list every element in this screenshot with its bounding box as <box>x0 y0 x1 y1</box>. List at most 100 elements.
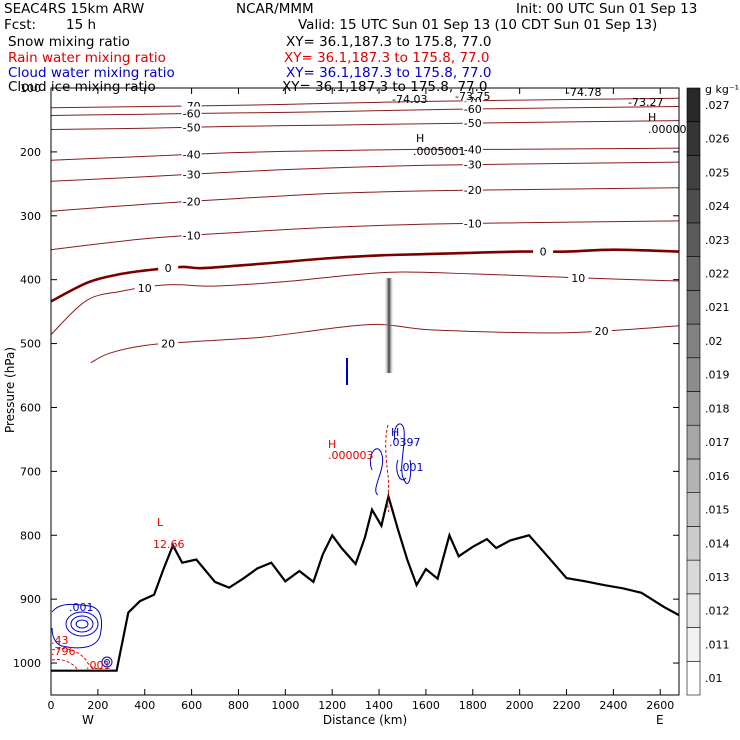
contour-label-bg <box>181 167 202 180</box>
init-time: Init: 00 UTC Sun 01 Sep 13 <box>516 1 698 17</box>
temperature-contour-label: -50 <box>183 121 201 134</box>
contour-label-bg <box>568 270 589 283</box>
rain-water-contour <box>51 647 105 670</box>
colorbar-tick-label: .014 <box>705 537 730 550</box>
x-tick-label: 1800 <box>459 699 487 712</box>
colorbar-swatch <box>686 660 701 696</box>
temperature-contour-label: -60 <box>464 103 482 116</box>
y-tick-label: 500 <box>20 338 41 351</box>
cloud-water-contour <box>393 423 412 484</box>
plot-frame <box>50 87 680 696</box>
temperature-contour-label: -60 <box>183 108 201 121</box>
extremum-label: -74.78 <box>566 86 601 99</box>
rain-water-label: .796 <box>51 645 76 658</box>
extremum-label: H <box>648 111 656 124</box>
temperature-contour-label: -40 <box>183 148 201 161</box>
x-tick-label: 2600 <box>646 699 674 712</box>
colorbar-tick-label: .018 <box>705 402 730 415</box>
cloud-water-contour <box>70 615 94 633</box>
cloud-water-contour <box>369 448 384 496</box>
extremum-label: -73.27 <box>628 96 663 109</box>
extremum-label: H <box>328 438 336 451</box>
temperature-contour-label: 0 <box>165 262 172 275</box>
cloud-water-contour <box>101 656 113 668</box>
colorbar-tick-label: .027 <box>705 99 730 112</box>
colorbar-tick-label: .015 <box>705 504 730 517</box>
colorbar-tick-label: .019 <box>705 369 730 382</box>
field-rain-xy: XY= 36.1,187.3 to 175.8, 77.0 <box>284 50 490 66</box>
west-label: W <box>82 713 94 727</box>
temperature-contour-label: 20 <box>595 325 609 338</box>
colorbar-tick-label: .023 <box>705 234 730 247</box>
temperature-contour <box>90 323 679 364</box>
contour-label-bg <box>462 102 483 115</box>
rain-water-contour <box>385 424 390 513</box>
extremum-label: .0005001 <box>413 145 466 158</box>
temperature-contour <box>51 271 679 335</box>
y-tick-label: 800 <box>20 529 41 542</box>
cloud-water-contour <box>396 459 407 481</box>
x-tick-label: 0 <box>48 699 55 712</box>
contour-label-bg <box>158 336 179 349</box>
extremum-label: .0397 <box>389 436 421 449</box>
temperature-contour-label: -20 <box>464 184 482 197</box>
y-tick-label: 600 <box>20 401 41 414</box>
colorbar-tick-label: .026 <box>705 133 730 146</box>
y-tick-label: 700 <box>20 465 41 478</box>
y-tick-label: 1000 <box>13 657 41 670</box>
field-cloud-water-xy: XY= 36.1,187.3 to 175.8, 77.0 <box>286 65 492 81</box>
temperature-contour-label: -50 <box>464 117 482 130</box>
rain-water-label: .43 <box>51 634 69 647</box>
field-cloud-water-name: Cloud water mixing ratio <box>8 65 175 81</box>
colorbar-swatch <box>686 121 701 156</box>
colorbar-swatch <box>686 256 701 291</box>
colorbar-tick-label: .016 <box>705 470 730 483</box>
colorbar-tick-label: .02 <box>705 335 723 348</box>
y-tick-label: 100 <box>20 82 41 95</box>
colorbar-tick-label: .017 <box>705 436 730 449</box>
extremum-label: .000002 <box>648 123 694 136</box>
colorbar-tick-label: .025 <box>705 166 730 179</box>
x-tick-label: 600 <box>181 699 202 712</box>
contour-label-bg <box>591 323 612 336</box>
x-tick-label: 2000 <box>506 699 534 712</box>
contour-label-bg <box>158 261 179 274</box>
field-snow-xy: XY= 36.1,187.3 to 175.8, 77.0 <box>286 34 492 50</box>
extremum-label: .000003 <box>328 449 374 462</box>
contour-label-bg <box>462 183 483 196</box>
y-tick-label: 200 <box>20 146 41 159</box>
contour-label-bg <box>181 194 202 207</box>
temperature-contour <box>51 161 679 182</box>
y-tick-label: 900 <box>20 593 41 606</box>
extremum-label: L <box>157 516 164 529</box>
x-tick-label: 1200 <box>318 699 346 712</box>
x-tick-label: 400 <box>134 699 155 712</box>
extremum-label: 12.66 <box>153 538 185 551</box>
colorbar-swatch <box>686 188 701 224</box>
contour-label-bg <box>181 147 202 160</box>
colorbar-swatch <box>686 492 701 527</box>
fcst-value: 15 h <box>66 17 97 33</box>
cloud-water-contour <box>104 659 110 665</box>
fcst-label: Fcst: <box>4 17 37 33</box>
colorbar-swatch <box>686 357 701 392</box>
field-snow-name: Snow mixing ratio <box>8 34 130 50</box>
colorbar-swatch <box>686 458 701 493</box>
temperature-contour <box>51 147 679 161</box>
temperature-contour-label: 0 <box>540 246 547 259</box>
cloud-water-contour <box>75 619 89 629</box>
field-cloud-ice-name: Cloud ice mixing ratio <box>8 79 156 95</box>
x-tick-label: 2200 <box>553 699 581 712</box>
colorbar-swatch <box>686 155 701 190</box>
x-tick-label: 1600 <box>412 699 440 712</box>
contour-label-bg <box>181 120 202 133</box>
colorbar-tick-label: .021 <box>705 301 730 314</box>
colorbar-swatch <box>686 391 701 426</box>
colorbar-swatch <box>686 627 701 662</box>
rain-water-contour <box>51 659 79 671</box>
colorbar-swatch <box>686 87 701 123</box>
y-axis-label: Pressure (hPa) <box>3 347 17 433</box>
x-tick-label: 200 <box>87 699 108 712</box>
colorbar-swatch <box>686 593 701 628</box>
